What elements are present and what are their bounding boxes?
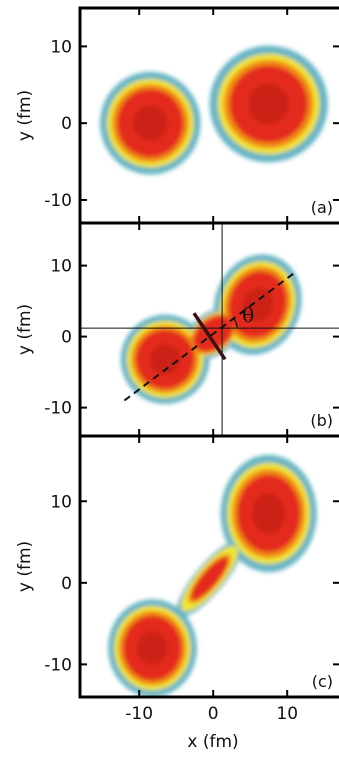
x-axis-label: x (fm) [187, 732, 238, 752]
y-axis-label: y (fm) [15, 304, 35, 355]
y-tick-label: 0 [61, 328, 72, 348]
panel-1: 10 0 -10 y (fm) (a) [15, 6, 339, 225]
panel-frame [78, 6, 339, 225]
panel-frame [78, 436, 339, 699]
contour-peak [137, 493, 286, 665]
panel-3: 10 0 -10 y (fm) (c) -10 0 10 [15, 436, 339, 724]
density-blob [191, 557, 228, 601]
density-blob [242, 287, 273, 322]
theta-label: θ [242, 303, 254, 327]
y-axis-label: y (fm) [15, 541, 35, 592]
density-map [108, 454, 317, 697]
panel-label: (c) [312, 672, 333, 691]
density-blob [252, 493, 286, 534]
x-tick-label: -10 [125, 704, 153, 724]
y-axis-label: y (fm) [15, 90, 35, 141]
panel-label: (b) [310, 411, 333, 430]
panel-frame [78, 223, 339, 438]
y-tick-label: 10 [50, 37, 72, 57]
density-blob [149, 344, 181, 375]
density-map [100, 45, 328, 175]
density-blob [248, 84, 289, 124]
contour-peak [149, 287, 273, 375]
y-tick-label: 0 [61, 114, 72, 134]
y-tick-label: -10 [44, 655, 72, 675]
panel-label: (a) [311, 198, 333, 217]
x-tick-label: 0 [208, 704, 219, 724]
density-blob [137, 631, 168, 665]
y-tick-label: -10 [44, 399, 72, 419]
x-tick-label: 10 [276, 704, 298, 724]
y-tick-label: 0 [61, 574, 72, 594]
angle-arc [233, 318, 238, 329]
y-tick-label: 10 [50, 492, 72, 512]
density-blob [133, 105, 168, 141]
y-tick-label: 10 [50, 257, 72, 277]
y-tick-label: -10 [44, 191, 72, 211]
panel-2: θ 10 0 -10 y (fm) (b) [15, 223, 339, 438]
contour-peak [133, 84, 289, 141]
neck-line [192, 312, 227, 361]
